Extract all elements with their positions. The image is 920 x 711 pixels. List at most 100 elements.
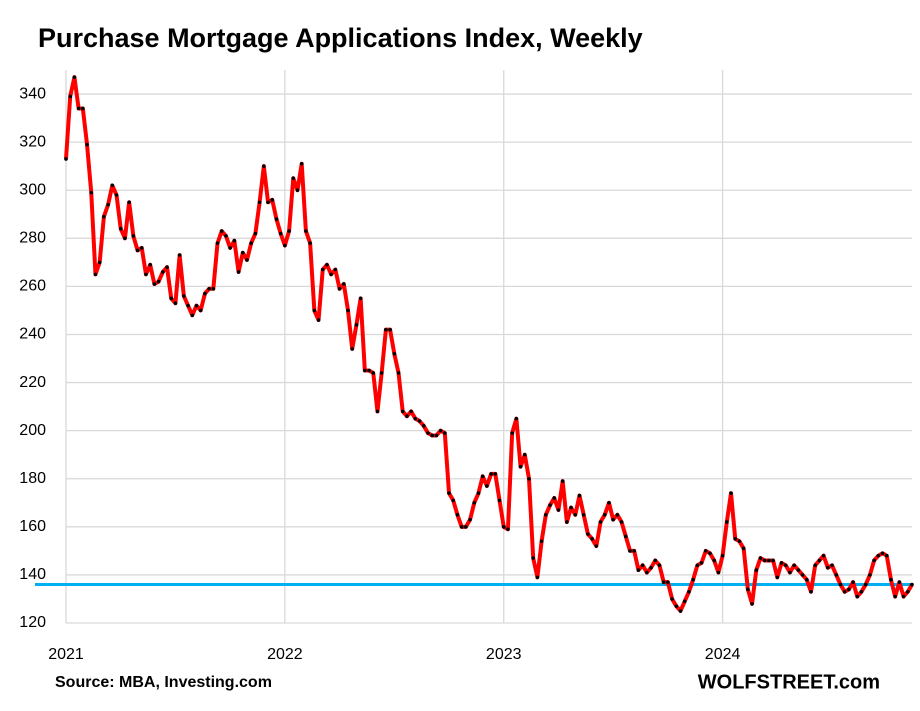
data-point <box>367 368 371 373</box>
data-point <box>901 594 906 599</box>
data-point <box>539 539 544 544</box>
data-point <box>682 599 687 604</box>
data-point <box>325 262 329 267</box>
data-point <box>767 558 771 563</box>
data-point <box>283 243 287 248</box>
data-point <box>173 301 178 306</box>
data-point <box>842 589 847 594</box>
data-line <box>64 75 914 613</box>
data-point <box>657 563 662 568</box>
data-point <box>114 193 119 197</box>
data-point <box>480 474 485 479</box>
data-point <box>851 580 855 584</box>
data-point <box>177 253 182 257</box>
data-point <box>817 558 822 563</box>
y-tick-label: 240 <box>19 326 46 343</box>
data-point <box>203 291 207 296</box>
data-point <box>443 431 447 435</box>
data-point <box>598 520 603 524</box>
data-point <box>716 570 721 575</box>
data-point <box>139 246 144 250</box>
data-point <box>497 498 502 503</box>
data-point <box>560 479 565 483</box>
data-point <box>640 563 645 568</box>
data-point <box>653 558 658 563</box>
data-point <box>695 563 700 568</box>
data-point <box>464 525 468 529</box>
data-point <box>224 234 228 238</box>
data-point <box>666 580 670 584</box>
data-point <box>733 537 738 541</box>
data-point <box>476 491 481 495</box>
data-point <box>405 414 409 419</box>
data-point <box>156 279 161 284</box>
data-point <box>228 246 232 250</box>
data-point <box>64 157 68 161</box>
data-point <box>253 231 258 236</box>
data-point <box>270 198 275 202</box>
data-point <box>889 577 893 582</box>
data-point <box>514 416 519 421</box>
data-point <box>775 575 780 580</box>
data-point <box>430 433 434 438</box>
data-point <box>207 286 211 291</box>
y-tick-label: 260 <box>19 278 46 295</box>
data-point <box>708 551 712 556</box>
data-point <box>262 164 266 168</box>
data-point <box>687 589 691 594</box>
data-point <box>266 200 270 205</box>
data-point <box>556 508 561 512</box>
data-point <box>800 573 805 577</box>
data-point <box>577 493 582 498</box>
data-point <box>287 229 291 233</box>
data-point <box>581 513 586 517</box>
data-point <box>375 409 380 414</box>
data-point <box>472 500 477 505</box>
y-tick-label: 160 <box>19 518 46 535</box>
data-point <box>76 106 81 111</box>
data-point <box>522 452 527 457</box>
data-point <box>602 513 607 517</box>
data-point <box>792 563 796 568</box>
data-point <box>510 431 514 435</box>
data-point <box>670 597 674 601</box>
data-point <box>649 565 653 570</box>
data-point <box>611 517 615 522</box>
data-point <box>295 188 300 193</box>
data-point <box>758 556 763 560</box>
data-point <box>779 561 784 565</box>
data-point <box>354 323 359 327</box>
data-point <box>417 419 422 423</box>
y-tick-label: 180 <box>19 470 46 487</box>
data-point <box>880 551 885 556</box>
data-point <box>240 250 245 255</box>
data-point <box>876 553 881 558</box>
data-point <box>590 537 594 541</box>
data-point <box>346 308 350 313</box>
data-point <box>771 558 775 563</box>
data-point <box>379 371 384 375</box>
data-point <box>249 241 253 245</box>
data-point <box>426 431 430 435</box>
data-point <box>144 272 148 277</box>
data-point <box>628 549 632 553</box>
data-point <box>388 327 392 332</box>
data-point <box>371 371 376 375</box>
data-point <box>569 505 573 510</box>
data-point <box>506 527 510 532</box>
data-point <box>384 327 388 332</box>
data-point <box>910 582 914 587</box>
data-point <box>245 258 249 262</box>
data-point <box>809 589 813 594</box>
data-point <box>501 525 506 529</box>
data-point <box>182 294 186 298</box>
data-point <box>699 561 704 565</box>
y-tick-label: 320 <box>19 133 46 150</box>
data-point <box>661 580 666 584</box>
data-point <box>897 580 902 584</box>
data-point <box>123 236 127 241</box>
data-point <box>678 609 683 613</box>
data-point <box>485 484 489 488</box>
data-point <box>725 520 729 524</box>
data-point <box>623 534 628 539</box>
